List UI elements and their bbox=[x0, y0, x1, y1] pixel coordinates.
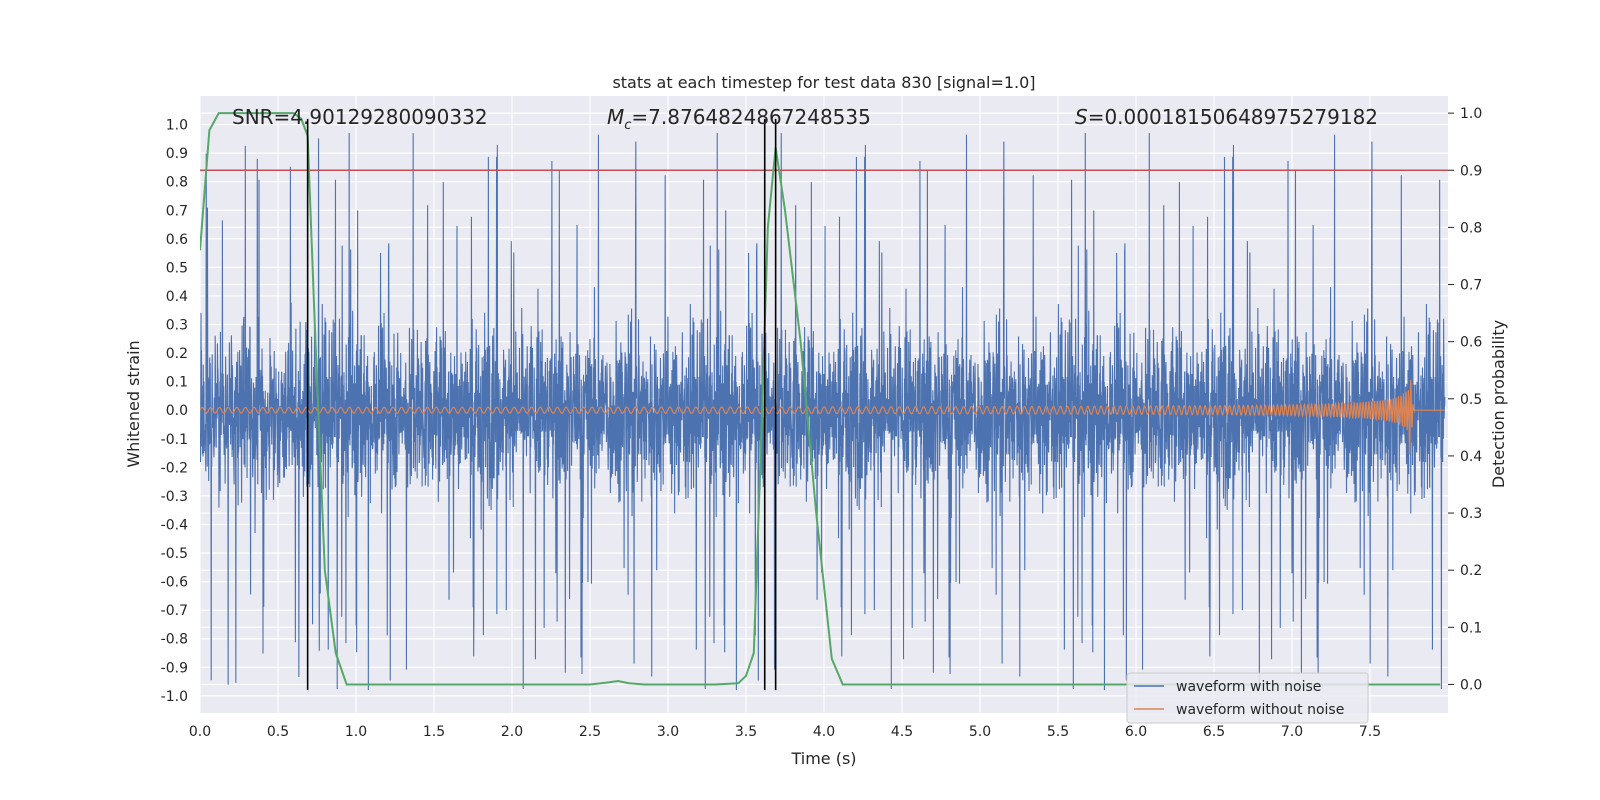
y-tick-label: 0.2 bbox=[166, 346, 188, 362]
y-tick-label: 0.8 bbox=[166, 175, 188, 191]
legend-label-clean: waveform without noise bbox=[1176, 702, 1344, 718]
x-tick-label: 5.0 bbox=[969, 724, 991, 740]
x-tick-label: 7.5 bbox=[1359, 724, 1381, 740]
legend-label-noise: waveform with noise bbox=[1176, 679, 1321, 695]
legend: waveform with noise waveform without noi… bbox=[1126, 672, 1369, 724]
x-axis-ticks: 0.0 0.5 1.0 1.5 2.0 2.5 3.0 3.5 4.0 4.5 5.0 5.5 6.0 6… bbox=[189, 724, 1381, 740]
x-axis-label: Time (s) bbox=[790, 749, 856, 768]
x-tick-label: 4.0 bbox=[813, 724, 835, 740]
y2-tick-label: 1.0 bbox=[1460, 106, 1482, 122]
marker-vertical-lines bbox=[306, 118, 777, 691]
y-tick-label: 1.0 bbox=[166, 118, 188, 134]
y2-tick-label: 0.3 bbox=[1460, 506, 1482, 522]
y-tick-label: 0.9 bbox=[166, 146, 188, 162]
x-tick-label: 0.0 bbox=[189, 724, 211, 740]
y-tick-label: -0.9 bbox=[161, 660, 188, 676]
y-tick-label: 0.6 bbox=[166, 232, 188, 248]
y2-tick-label: 0.9 bbox=[1460, 163, 1482, 179]
y2-axis-ticks: 0.0 0.1 0.2 0.3 0.4 0.5 0.6 0.7 0.8 0.9 1.0 bbox=[1448, 106, 1482, 693]
x-tick-label: 2.0 bbox=[501, 724, 523, 740]
y2-tick-label: 0.7 bbox=[1460, 278, 1482, 294]
x-tick-label: 2.5 bbox=[579, 724, 601, 740]
y2-tick-label: 0.8 bbox=[1460, 220, 1482, 236]
y2-tick-label: 0.1 bbox=[1460, 620, 1482, 636]
y-tick-label: -0.7 bbox=[161, 603, 188, 619]
y-tick-label: 0.4 bbox=[166, 289, 188, 305]
x-tick-label: 6.5 bbox=[1203, 724, 1225, 740]
y-tick-label: -0.6 bbox=[161, 575, 188, 591]
y-tick-label: -0.5 bbox=[161, 546, 188, 562]
y-tick-label: 0.3 bbox=[166, 318, 188, 334]
y-tick-label: -0.8 bbox=[161, 632, 188, 648]
y2-tick-label: 0.2 bbox=[1460, 563, 1482, 579]
detection-probability-line bbox=[200, 112, 1441, 686]
x-tick-label: 5.5 bbox=[1047, 724, 1069, 740]
s-statistic-annotation: S=0.00018150648975279182 bbox=[1075, 105, 1378, 129]
y-tick-label: -0.4 bbox=[161, 517, 188, 533]
y-tick-label: 0.5 bbox=[166, 260, 188, 276]
y-tick-label: -0.1 bbox=[161, 432, 188, 448]
chart-title: stats at each timestep for test data 830… bbox=[612, 73, 1035, 92]
y-tick-label: -1.0 bbox=[161, 689, 188, 705]
y2-axis-label: Detection probability bbox=[1489, 320, 1508, 488]
y-tick-label: 0.1 bbox=[166, 375, 188, 391]
chirp-mass-annotation: Mc=7.8764824867248535 bbox=[607, 105, 871, 133]
x-tick-label: 1.0 bbox=[345, 724, 367, 740]
x-tick-label: 1.5 bbox=[423, 724, 445, 740]
x-tick-label: 3.5 bbox=[735, 724, 757, 740]
y2-tick-label: 0.0 bbox=[1460, 677, 1482, 693]
y2-tick-label: 0.4 bbox=[1460, 449, 1482, 465]
y-axis-label: Whitened strain bbox=[124, 340, 143, 467]
x-tick-label: 4.5 bbox=[891, 724, 913, 740]
y2-tick-label: 0.6 bbox=[1460, 335, 1482, 351]
y-tick-label: -0.2 bbox=[161, 460, 188, 476]
y-tick-label: -0.3 bbox=[161, 489, 188, 505]
y-tick-label: 0.0 bbox=[166, 403, 188, 419]
legend-box bbox=[1126, 672, 1369, 724]
y-axis-ticks: -1.0 -0.9 -0.8 -0.7 -0.6 -0.5 -0.4 -0.3 -0.2 -0.1… bbox=[161, 118, 188, 705]
y2-tick-label: 0.5 bbox=[1460, 392, 1482, 408]
series-detection-probability bbox=[200, 112, 1441, 686]
y-tick-label: 0.7 bbox=[166, 203, 188, 219]
x-tick-label: 3.0 bbox=[657, 724, 679, 740]
x-tick-label: 6.0 bbox=[1125, 724, 1147, 740]
x-tick-label: 7.0 bbox=[1281, 724, 1303, 740]
snr-annotation: SNR=4.90129280090332 bbox=[232, 105, 488, 129]
x-tick-label: 0.5 bbox=[267, 724, 289, 740]
